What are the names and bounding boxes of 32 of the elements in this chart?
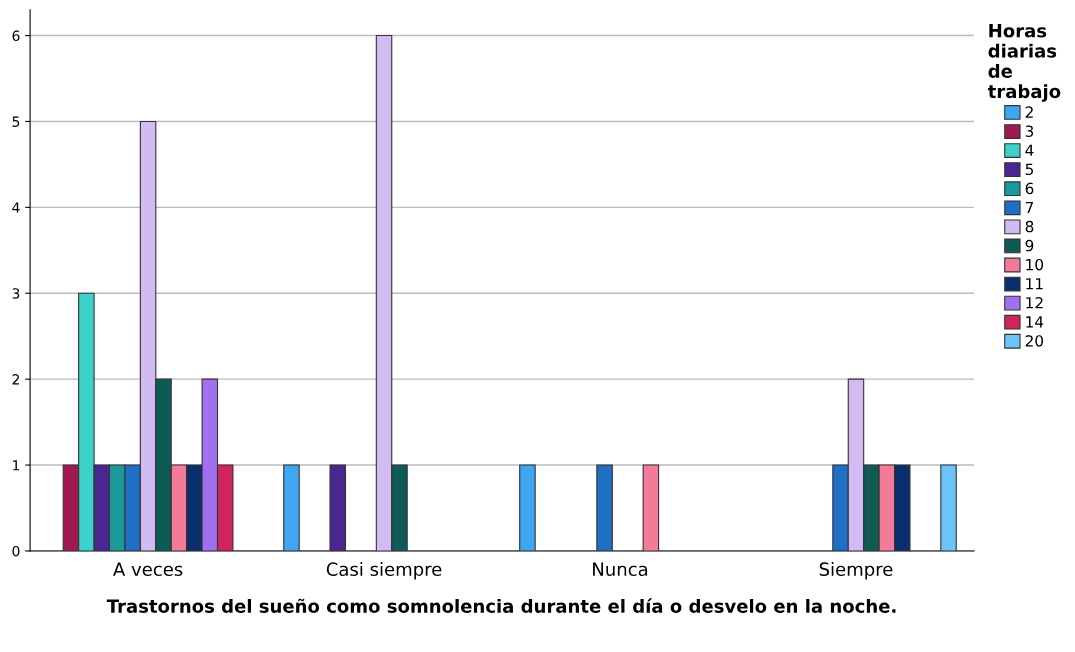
legend-label: 2 xyxy=(1025,106,1033,118)
y-tick-label: 4 xyxy=(12,202,20,213)
bar xyxy=(519,464,536,551)
legend-label: 9 xyxy=(1025,239,1034,252)
bar xyxy=(329,464,347,551)
legend-label: 10 xyxy=(1026,258,1044,271)
legend-label: 5 xyxy=(1025,163,1034,176)
legend-label: 12 xyxy=(1026,297,1043,309)
x-axis-title: Trastornos del sueño como somnolencia durante el día o desvelo en la noche. xyxy=(106,598,896,613)
y-tick-label: 0 xyxy=(12,545,20,557)
legend-label: 8 xyxy=(1025,220,1034,233)
legend-label: 7 xyxy=(1025,201,1034,214)
y-tick-label: 5 xyxy=(12,116,20,127)
y-tick-label: 1 xyxy=(13,460,20,471)
legend-label: 14 xyxy=(1026,316,1044,328)
x-tick-label: Casi siempre xyxy=(326,562,442,580)
bar xyxy=(940,464,957,551)
x-tick-label: Siempre xyxy=(819,562,893,580)
bar xyxy=(642,464,660,551)
y-tick-label: 6 xyxy=(12,30,20,42)
bar xyxy=(283,464,300,551)
x-tick-label: A veces xyxy=(113,562,183,577)
legend-label: 3 xyxy=(1025,125,1034,137)
legend-label: 6 xyxy=(1025,182,1034,195)
y-tick-label: 2 xyxy=(12,374,19,385)
y-tick-label: 3 xyxy=(12,288,20,299)
legend-label: 11 xyxy=(1026,278,1043,290)
x-tick-label: Nunca xyxy=(593,562,648,577)
legend-label: 4 xyxy=(1025,144,1034,156)
legend-label: 20 xyxy=(1025,335,1044,347)
legend-title: Horas diarias de trabajo xyxy=(987,24,1061,102)
bar xyxy=(596,464,613,551)
